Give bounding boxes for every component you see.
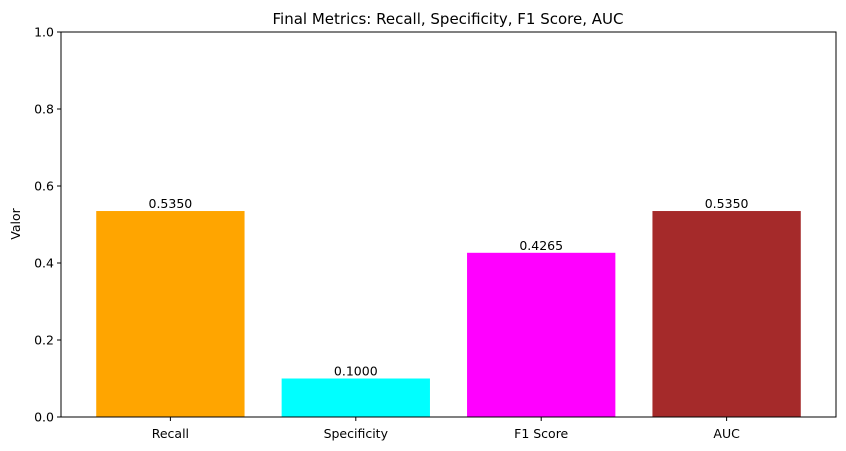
y-axis-label: Valor [8,207,23,239]
x-tick-label: AUC [713,426,740,441]
y-tick-label: 0.0 [34,410,54,425]
bar-recall [96,211,245,417]
bar-f1-score [467,252,616,417]
y-ticks-group: 0.0 0.2 0.4 0.6 0.8 1.0 [34,25,61,425]
y-tick-label: 0.4 [34,256,54,271]
bar-auc [652,211,801,417]
x-tick-label: F1 Score [514,426,568,441]
y-tick-label: 0.6 [34,179,54,194]
bar-value-label: 0.5350 [705,196,749,211]
y-tick-label: 1.0 [34,25,54,40]
plot-frame [60,31,837,418]
bars-group [96,211,801,417]
chart-title: Final Metrics: Recall, Specificity, F1 S… [273,10,624,28]
bar-labels-group: 0.5350 0.1000 0.4265 0.5350 [149,196,749,378]
x-tick-label: Specificity [324,426,389,441]
bar-value-label: 0.5350 [149,196,193,211]
bar-value-label: 0.4265 [519,238,563,253]
bar-specificity [281,378,430,417]
x-tick-label: Recall [152,426,189,441]
x-ticks-group: Recall Specificity F1 Score AUC [152,417,740,441]
y-tick-label: 0.2 [34,333,54,348]
y-tick-label: 0.8 [34,102,54,117]
bar-value-label: 0.1000 [334,364,378,379]
